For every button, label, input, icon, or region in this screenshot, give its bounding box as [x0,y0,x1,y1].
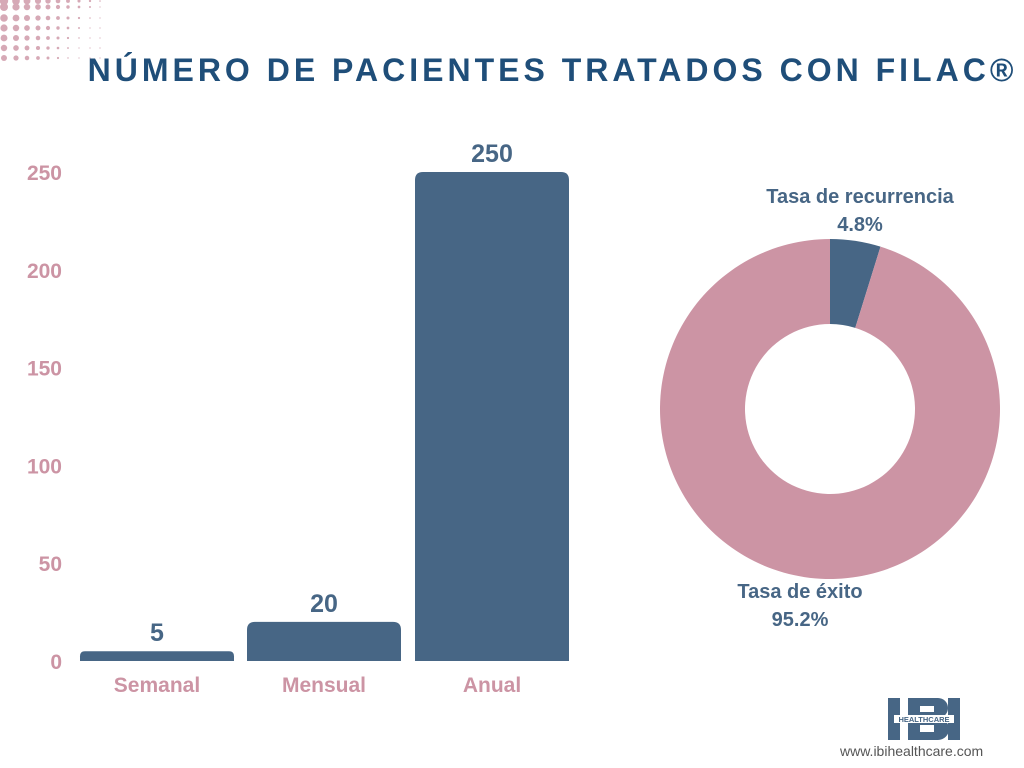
decor-dot [45,15,51,21]
decor-dot [99,27,101,29]
decor-dot [0,34,8,42]
svg-text:HEALTHCARE: HEALTHCARE [898,715,949,724]
decor-dot [24,35,30,41]
decor-dot [46,56,50,60]
decor-dot [67,47,69,49]
decor-dot [89,17,91,19]
decor-dot [46,36,50,40]
y-tick-label: 0 [50,651,62,674]
decor-dot [77,0,81,3]
decor-dot [77,5,81,9]
decor-dot [24,55,30,61]
x-tick-label: Mensual [282,674,366,697]
ibi-healthcare-logo: HEALTHCARE [888,698,960,740]
y-tick-label: 200 [27,260,62,283]
decor-dot [35,35,41,41]
y-tick-label: 50 [39,553,62,576]
decor-dot [13,55,19,61]
slice-value-label: 95.2% [772,609,829,631]
x-tick-label: Semanal [114,674,200,697]
bar-mensual [247,621,401,661]
decor-dot [56,56,60,60]
decor-dot [66,36,70,40]
y-tick-label: 100 [27,455,62,478]
decor-dot [99,57,101,59]
decor-dot [1,55,7,61]
decor-dot [78,47,80,49]
decor-dot [12,0,20,5]
decor-dot [78,57,80,59]
y-tick-label: 250 [27,162,62,185]
decor-dot [35,45,41,51]
decor-dot [12,3,20,11]
decor-dot [13,45,19,51]
decor-dot [24,45,30,51]
bar-data-label: 20 [310,590,338,618]
slice-value-label: 4.8% [837,214,883,236]
decor-dot [12,14,20,22]
decor-dot [99,37,101,39]
decor-dot [99,0,101,2]
bar-semanal [80,651,234,661]
decor-dot [23,0,31,5]
decor-dot [12,34,20,42]
bar-anual [415,172,569,661]
decor-dot [78,27,80,29]
decor-dot [36,56,40,60]
bar-data-label: 250 [471,140,513,168]
decor-dot [35,25,41,31]
decor-dot [56,26,60,30]
slice-label: Tasa de recurrencia [766,186,954,208]
decor-dot [88,0,92,3]
decor-dot [0,24,8,32]
decor-dot [89,57,91,59]
decor-dot [77,16,81,20]
decor-dot [99,47,101,49]
decor-dot [23,14,31,22]
decor-dot [99,17,101,19]
slice-label: Tasa de éxito [737,581,862,603]
bar-data-label: 5 [150,619,164,647]
decor-dot [23,3,31,11]
decorative-dot-pattern [0,0,101,61]
decor-dot [45,0,51,4]
page-title: NÚMERO DE PACIENTES TRATADOS CON FILAC® [87,52,1018,88]
donut-slice [660,239,1000,580]
decor-dot [56,46,60,50]
decor-dot [0,44,8,52]
decor-dot [67,57,69,59]
decor-dot [78,37,80,39]
decor-dot [35,4,41,10]
decor-dot [35,15,41,21]
decor-dot [56,16,60,20]
decor-dot [66,16,70,20]
donut-slice [830,239,881,328]
y-tick-label: 150 [27,358,62,381]
decor-dot [89,27,91,29]
decor-dot [0,14,8,22]
decor-dot [99,6,101,8]
decor-dot [45,4,51,10]
decor-dot [24,25,30,31]
decor-dot [89,47,91,49]
decor-dot [45,25,51,31]
decor-dot [56,36,60,40]
decor-dot [0,3,8,11]
decor-dot [66,26,70,30]
decor-dot [12,24,20,32]
footer-url[interactable]: www.ibihealthcare.com [840,743,984,759]
decor-dot [55,4,61,10]
decor-dot [89,6,91,8]
decor-dot [34,0,42,5]
x-tick-label: Anual [463,674,521,697]
decor-dot [55,0,61,4]
decor-dot [89,37,91,39]
decor-dot [66,5,70,9]
decor-dot [46,46,50,50]
decor-dot [66,0,70,3]
